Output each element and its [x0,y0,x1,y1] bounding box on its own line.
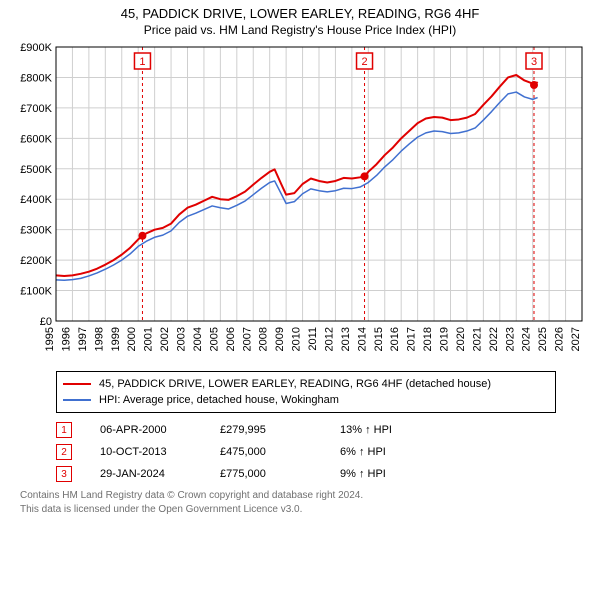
svg-text:£600K: £600K [20,133,52,145]
svg-text:2006: 2006 [225,327,237,351]
transaction-date: 10-OCT-2013 [100,446,220,458]
svg-text:2023: 2023 [504,327,516,351]
svg-text:2020: 2020 [455,327,467,351]
svg-text:2000: 2000 [126,327,138,351]
svg-text:£400K: £400K [20,194,52,206]
transaction-row: 3 29-JAN-2024 £775,000 9% ↑ HPI [56,463,590,485]
svg-text:£0: £0 [40,316,52,328]
svg-text:2021: 2021 [471,327,483,351]
transaction-price: £475,000 [220,446,340,458]
svg-text:2027: 2027 [570,327,582,351]
chart-legend: 45, PADDICK DRIVE, LOWER EARLEY, READING… [56,371,556,413]
svg-text:1: 1 [139,56,145,68]
svg-text:1999: 1999 [110,327,122,351]
footer-line: This data is licensed under the Open Gov… [20,503,590,517]
svg-text:2022: 2022 [488,327,500,351]
svg-text:2007: 2007 [241,327,253,351]
svg-text:2003: 2003 [176,327,188,351]
legend-item: 45, PADDICK DRIVE, LOWER EARLEY, READING… [63,376,549,392]
legend-item: HPI: Average price, detached house, Woki… [63,392,549,408]
svg-text:2004: 2004 [192,327,204,351]
transaction-price: £279,995 [220,424,340,436]
svg-text:1996: 1996 [60,327,72,351]
chart-footer: Contains HM Land Registry data © Crown c… [20,489,590,516]
chart-title-address: 45, PADDICK DRIVE, LOWER EARLEY, READING… [10,6,590,21]
svg-text:2013: 2013 [340,327,352,351]
transaction-price: £775,000 [220,468,340,480]
svg-text:2011: 2011 [307,327,319,351]
svg-text:£100K: £100K [20,286,52,298]
svg-text:1997: 1997 [77,327,89,351]
svg-text:2017: 2017 [406,327,418,351]
svg-text:2025: 2025 [537,327,549,351]
transaction-marker-box: 2 [56,444,72,460]
svg-text:£200K: £200K [20,255,52,267]
transaction-marker-box: 1 [56,422,72,438]
transaction-row: 2 10-OCT-2013 £475,000 6% ↑ HPI [56,441,590,463]
legend-swatch [63,399,91,401]
svg-text:2014: 2014 [356,327,368,351]
svg-text:£800K: £800K [20,72,52,84]
transaction-date: 29-JAN-2024 [100,468,220,480]
legend-swatch [63,383,91,385]
price-chart: £0 £100K £200K £300K £400K £500K £600K £700K £80… [10,43,590,363]
svg-text:2009: 2009 [274,327,286,351]
svg-text:£700K: £700K [20,103,52,115]
svg-text:2019: 2019 [439,327,451,351]
svg-text:2026: 2026 [554,327,566,351]
legend-label: 45, PADDICK DRIVE, LOWER EARLEY, READING… [99,378,491,390]
svg-text:2024: 2024 [521,327,533,351]
svg-text:2018: 2018 [422,327,434,351]
transaction-pct: 9% ↑ HPI [340,468,450,480]
svg-text:£900K: £900K [20,43,52,54]
svg-text:2001: 2001 [143,327,155,351]
transaction-pct: 13% ↑ HPI [340,424,450,436]
svg-text:2002: 2002 [159,327,171,351]
svg-text:3: 3 [531,56,537,68]
svg-text:2012: 2012 [323,327,335,351]
svg-text:1998: 1998 [93,327,105,351]
legend-label: HPI: Average price, detached house, Woki… [99,394,339,406]
svg-text:2008: 2008 [258,327,270,351]
transactions-table: 1 06-APR-2000 £279,995 13% ↑ HPI 2 10-OC… [56,419,590,485]
svg-text:1995: 1995 [44,327,56,351]
svg-text:£500K: £500K [20,164,52,176]
transaction-date: 06-APR-2000 [100,424,220,436]
svg-text:2005: 2005 [208,327,220,351]
footer-line: Contains HM Land Registry data © Crown c… [20,489,590,503]
transaction-pct: 6% ↑ HPI [340,446,450,458]
svg-text:2010: 2010 [291,327,303,351]
svg-text:2015: 2015 [373,327,385,351]
svg-text:£300K: £300K [20,225,52,237]
chart-title-subtitle: Price paid vs. HM Land Registry's House … [10,23,590,37]
transaction-row: 1 06-APR-2000 £279,995 13% ↑ HPI [56,419,590,441]
svg-text:2: 2 [361,56,367,68]
svg-text:2016: 2016 [389,327,401,351]
transaction-marker-box: 3 [56,466,72,482]
